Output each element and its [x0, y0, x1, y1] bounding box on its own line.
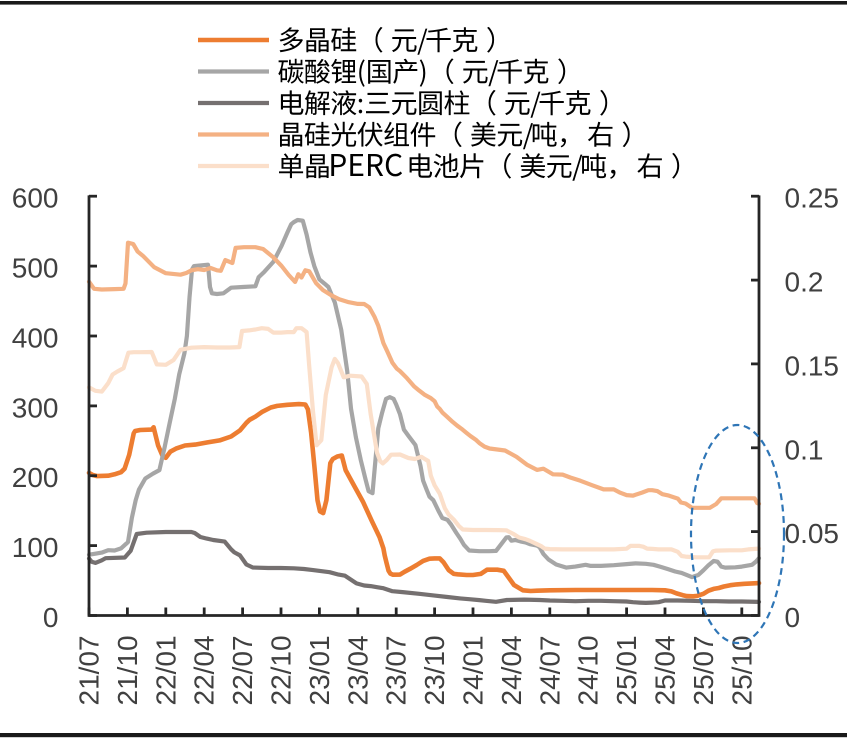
svg-text:100: 100 [12, 532, 59, 563]
svg-text:200: 200 [12, 462, 59, 493]
svg-text:0.25: 0.25 [785, 183, 840, 214]
svg-text:500: 500 [12, 253, 59, 284]
svg-text:0.2: 0.2 [785, 267, 824, 298]
svg-text:23/07: 23/07 [381, 635, 412, 705]
svg-text:0.15: 0.15 [785, 350, 840, 381]
svg-text:24/07: 24/07 [534, 635, 565, 705]
svg-text:0.05: 0.05 [785, 518, 840, 549]
svg-text:25/07: 25/07 [688, 635, 719, 705]
svg-text:22/04: 22/04 [189, 635, 220, 705]
svg-text:23/04: 23/04 [342, 635, 373, 705]
svg-text:23/10: 23/10 [419, 635, 450, 705]
svg-text:0: 0 [785, 602, 801, 633]
svg-text:21/10: 21/10 [112, 635, 143, 705]
svg-text:25/01: 25/01 [611, 635, 642, 705]
svg-text:25/04: 25/04 [650, 635, 681, 705]
svg-text:22/10: 22/10 [266, 635, 297, 705]
svg-text:21/07: 21/07 [74, 635, 105, 705]
svg-text:24/10: 24/10 [573, 635, 604, 705]
svg-text:22/07: 22/07 [227, 635, 258, 705]
svg-text:400: 400 [12, 323, 59, 354]
svg-text:0.1: 0.1 [785, 434, 824, 465]
svg-text:24/01: 24/01 [458, 635, 489, 705]
svg-text:600: 600 [12, 183, 59, 214]
svg-text:23/01: 23/01 [304, 635, 335, 705]
svg-text:25/10: 25/10 [726, 635, 757, 705]
svg-text:22/01: 22/01 [150, 635, 181, 705]
svg-text:24/04: 24/04 [496, 635, 527, 705]
svg-text:300: 300 [12, 392, 59, 423]
svg-text:0: 0 [43, 602, 59, 633]
